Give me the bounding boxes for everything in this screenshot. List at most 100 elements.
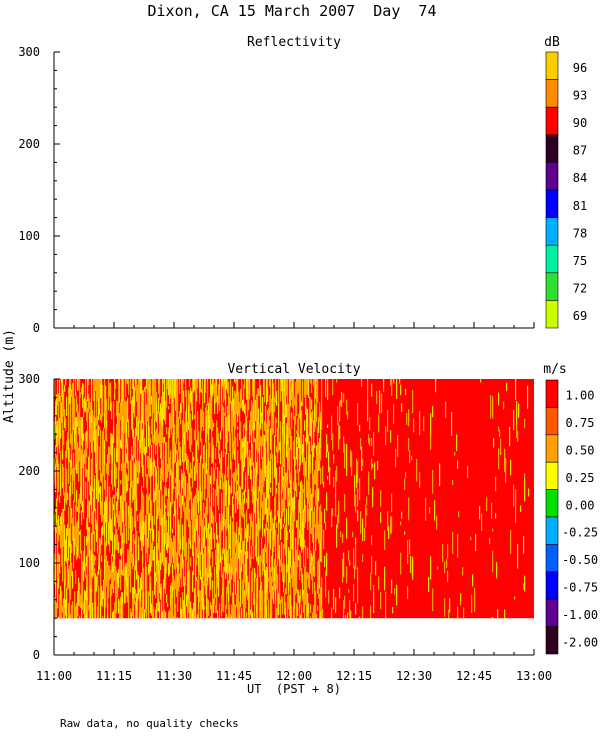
velocity-streak: [158, 494, 160, 516]
velocity-streak: [148, 386, 150, 400]
velocity-streak: [314, 506, 316, 528]
colorbar-swatch: [545, 598, 559, 627]
velocity-streak: [320, 611, 322, 619]
velocity-streak: [57, 576, 59, 585]
velocity-streak: [253, 522, 255, 543]
velocity-streak: [197, 379, 199, 389]
velocity-streak: [294, 469, 296, 494]
velocity-streak: [172, 563, 174, 575]
velocity-streak: [181, 570, 183, 584]
velocity-streak: [254, 478, 256, 490]
velocity-streak: [127, 462, 129, 469]
velocity-streak: [346, 566, 348, 584]
velocity-streak: [287, 420, 289, 445]
velocity-streak: [218, 485, 220, 495]
velocity-streak: [257, 455, 259, 464]
velocity-streak: [265, 524, 267, 541]
velocity-streak: [63, 467, 65, 490]
colorbar-label: -1.00: [562, 608, 598, 622]
velocity-streak: [292, 392, 294, 409]
velocity-streak: [100, 383, 102, 399]
velocity-streak: [227, 413, 229, 429]
velocity-streak: [237, 601, 239, 618]
velocity-streak: [217, 535, 219, 560]
velocity-streak: [112, 525, 114, 533]
velocity-streak: [187, 582, 189, 601]
velocity-streak: [240, 421, 242, 438]
velocity-streak: [173, 555, 175, 564]
velocity-streak: [313, 557, 315, 566]
velocity-streak: [76, 443, 78, 464]
velocity-streak: [320, 411, 322, 420]
velocity-streak: [240, 487, 242, 510]
velocity-streak: [261, 470, 263, 484]
velocity-streak: [58, 431, 60, 446]
velocity-streak: [360, 511, 362, 534]
velocity-streak: [305, 464, 307, 477]
velocity-streak: [177, 607, 179, 613]
velocity-x-ticks: 11:00 11:15 11:30 11:45 12:00 12:15 12:30 12:45…: [36, 649, 552, 683]
velocity-streak: [499, 429, 501, 437]
velocity-streak: [97, 606, 99, 619]
velocity-streak: [254, 437, 256, 442]
velocity-streak: [181, 379, 183, 389]
velocity-streak: [95, 508, 97, 518]
velocity-streak: [237, 471, 239, 476]
velocity-streak: [222, 513, 224, 530]
velocity-streak: [242, 474, 244, 490]
velocity-streak: [286, 404, 288, 417]
velocity-streak: [355, 494, 357, 513]
velocity-streak: [77, 521, 79, 540]
velocity-streak: [264, 473, 266, 482]
velocity-streak: [319, 593, 321, 615]
velocity-streak: [179, 546, 181, 557]
velocity-streak: [134, 540, 136, 544]
velocity-streak: [278, 427, 280, 441]
velocity-streak: [96, 520, 98, 524]
velocity-streak: [110, 497, 112, 504]
velocity-streak: [286, 558, 288, 573]
velocity-streak: [133, 470, 135, 488]
velocity-streak: [215, 448, 217, 460]
velocity-streak: [189, 531, 191, 539]
velocity-streak: [305, 461, 307, 465]
velocity-streak: [119, 511, 121, 527]
velocity-streak: [250, 564, 252, 568]
velocity-streak: [62, 454, 64, 460]
velocity-streak: [162, 468, 164, 481]
velocity-streak: [120, 548, 122, 556]
velocity-streak: [368, 434, 370, 444]
velocity-streak: [71, 516, 73, 524]
velocity-streak: [227, 517, 229, 529]
velocity-streak: [247, 379, 249, 401]
velocity-streak: [171, 538, 173, 563]
velocity-streak: [223, 395, 225, 403]
velocity-streak: [99, 426, 101, 430]
velocity-streak: [163, 579, 165, 598]
velocity-streak: [315, 489, 317, 506]
velocity-streak: [153, 458, 155, 483]
velocity-streak: [78, 499, 80, 515]
velocity-streak: [58, 616, 60, 619]
velocity-streak: [393, 403, 395, 424]
velocity-streak: [198, 535, 200, 554]
velocity-streak: [207, 379, 209, 391]
velocity-streak: [135, 439, 137, 459]
velocity-streak: [256, 614, 258, 619]
velocity-streak: [266, 605, 268, 619]
velocity-streak: [267, 482, 269, 499]
velocity-streak: [251, 475, 253, 492]
velocity-streak: [237, 545, 239, 556]
velocity-streak: [299, 379, 301, 397]
velocity-streak: [80, 437, 82, 441]
velocity-streak: [253, 479, 255, 496]
velocity-streak: [139, 512, 141, 523]
velocity-streak: [260, 555, 262, 564]
velocity-streak: [191, 469, 193, 479]
velocity-streak: [228, 501, 230, 525]
velocity-streak: [262, 549, 264, 555]
velocity-streak: [391, 579, 393, 594]
velocity-streak: [299, 611, 301, 619]
velocity-streak: [94, 430, 96, 452]
velocity-streak: [303, 489, 305, 493]
